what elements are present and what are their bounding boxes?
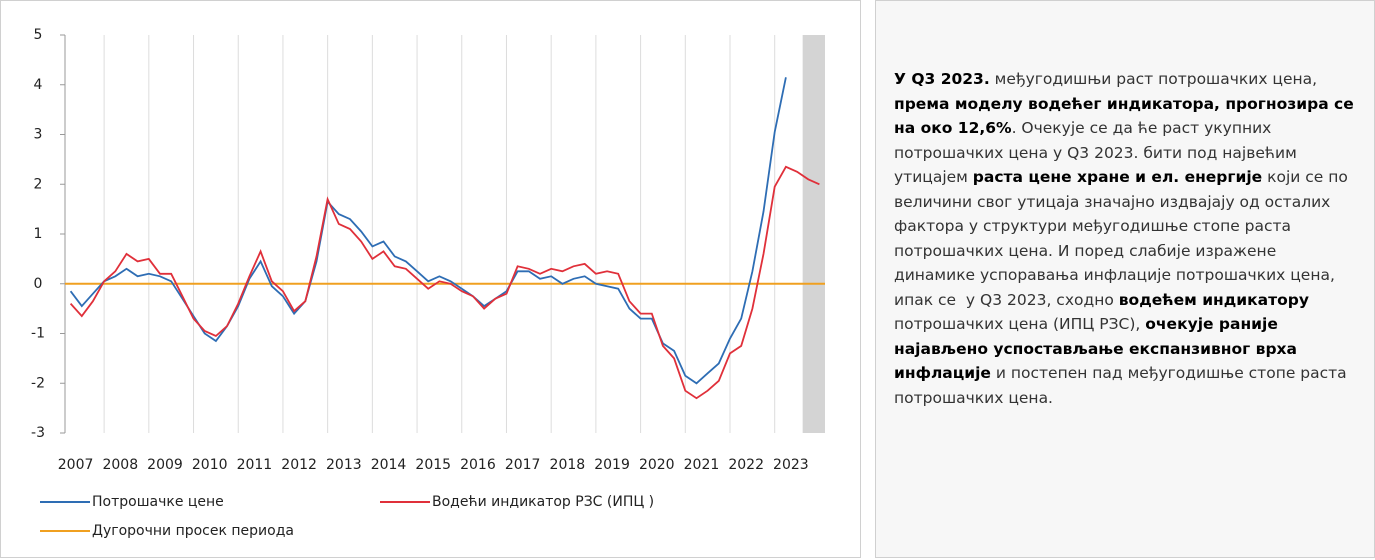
chart: -3 -2 -1 0 1 2 3 4 5 2007 2008 2009 2010 2011 2012 2013… (0, 0, 861, 558)
y-tick-label: -3 (31, 425, 45, 441)
x-tick-label: 2016 (460, 457, 496, 473)
y-tick-label: 4 (34, 77, 43, 93)
text-segment: потрошачких цена (ИПЦ РЗС), (894, 290, 1314, 333)
forecast-shade (802, 35, 825, 433)
x-tick-label: 2010 (192, 457, 228, 473)
y-tick-label: 0 (34, 276, 43, 292)
y-tick-label: 2 (34, 176, 43, 192)
x-tick-label: 2012 (281, 457, 317, 473)
x-tick-label: 2008 (102, 457, 138, 473)
x-tick-label: 2023 (773, 457, 809, 473)
y-tick-label: -1 (31, 326, 45, 342)
x-tick-label: 2020 (639, 457, 675, 473)
x-tick-label: 2014 (371, 457, 407, 473)
x-tick-label: 2018 (550, 457, 586, 473)
legend-label: Дугорочни просек периода (92, 523, 294, 539)
legend-label: Потрошачке цене (92, 494, 224, 510)
text-segment: У Q3 2023. (894, 70, 990, 88)
text-segment: међугодишњи раст потрошачких цена, (989, 70, 1323, 88)
text-segment: раста цене хране и ел. енергије (972, 168, 1263, 186)
x-tick-label: 2022 (728, 457, 764, 473)
y-tick-label: 1 (34, 226, 43, 242)
x-tick-label: 2009 (147, 457, 183, 473)
x-tick-label: 2021 (684, 457, 720, 473)
text-segment: водећем индикатору (1118, 290, 1309, 309)
x-tick-label: 2015 (415, 457, 451, 473)
x-tick-label: 2007 (58, 457, 94, 473)
x-tick-label: 2019 (594, 457, 630, 473)
series-line (69, 165, 820, 400)
y-tick-label: 5 (34, 27, 43, 43)
text-segment: који се по величини свог утицаја значајн… (894, 168, 1353, 309)
x-tick-label: 2017 (505, 457, 541, 473)
y-tick-label: -2 (31, 375, 45, 391)
text-segment: и постепен пад међугодишње стопе раста п… (894, 364, 1352, 407)
y-tick-label: 3 (34, 127, 43, 143)
legend-label: Водећи индикатор РЗС (ИПЦ ) (432, 494, 654, 510)
text-panel: У Q3 2023. међугодишњи раст потрошачких … (875, 0, 1375, 558)
text-segment: очекује раније најављено успостављање ек… (894, 315, 1303, 382)
chart-frame (0, 0, 861, 558)
text-segment: . Очекује се да ће раст укупних потрошач… (894, 119, 1302, 186)
x-tick-label: 2013 (326, 457, 362, 473)
text-segment: према моделу водећег индикатора, прогноз… (894, 94, 1360, 138)
x-tick-label: 2011 (237, 457, 273, 473)
